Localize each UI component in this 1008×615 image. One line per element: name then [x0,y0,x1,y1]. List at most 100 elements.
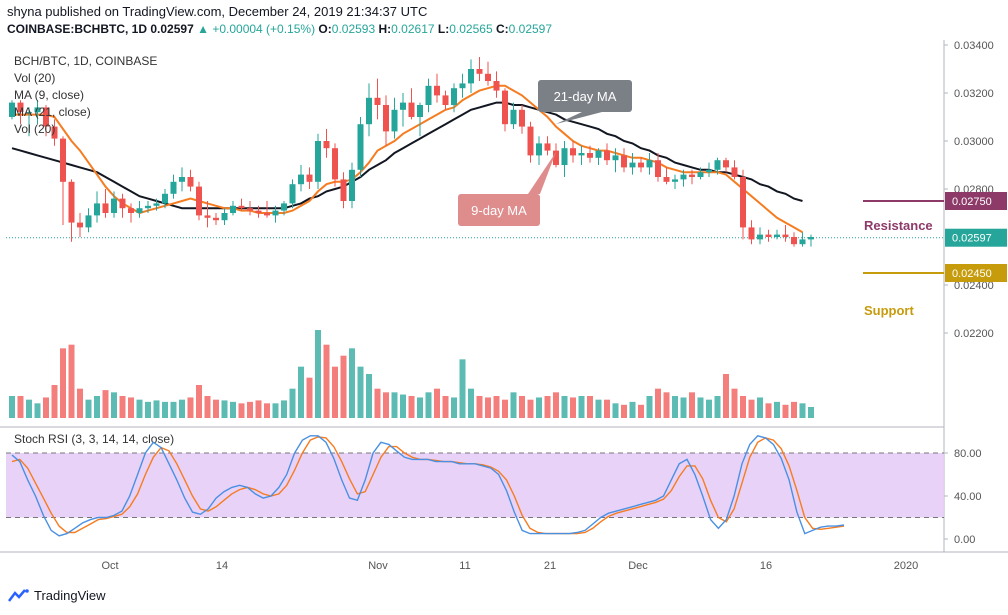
candle-body [170,181,177,194]
volume-bar [672,396,678,418]
candle-body [425,85,432,105]
volume-bar [663,392,670,418]
candle-body [765,234,772,237]
candle-body [400,102,406,110]
candle-body [476,69,483,74]
candle-body [204,215,211,218]
candle-body [255,210,262,213]
volume-bar [680,397,687,418]
candle-body [553,150,559,165]
candle-body [587,153,593,158]
volume-bar [578,396,585,418]
candle-body [119,198,126,209]
volume-bar [272,403,279,418]
ma9-callout-box [458,194,540,226]
candle-body [77,222,83,228]
support-price-tag [945,264,1007,282]
volume-bar [502,399,508,418]
candle-body [289,184,296,204]
time-tick-label: 21 [544,560,556,572]
close-value: 0.02597 [508,22,553,36]
last-price-tag-label: 0.02597 [952,233,992,245]
candle-body [383,105,389,132]
candle-body [536,143,542,156]
volume-bar [247,401,253,418]
volume-bar [485,397,491,418]
candle-body [434,85,440,96]
candle-body [43,107,49,127]
candle-body [621,155,627,168]
candle-body [196,186,202,216]
candle-body [740,177,746,228]
candle-body [697,172,704,177]
support-label: Support [864,303,914,318]
candle-body [306,174,313,182]
volume-bar [332,366,338,418]
volume-bar [604,399,610,418]
volume-bar [315,330,321,418]
volume-bar [536,397,542,418]
volume-bar [595,399,602,418]
candle-body [672,179,678,182]
volume-bar [587,396,593,418]
volume-bar [731,388,738,418]
volume-bar [706,399,712,418]
candle-body [51,126,58,139]
volume-bar [366,374,372,418]
volume-bar [434,388,440,418]
candle-body [34,107,41,113]
candle-body [213,217,219,221]
resistance-price-tag-label: 0.02750 [952,196,992,208]
volume-bar [179,399,185,418]
candle-body [94,203,100,216]
volume-bar [51,385,58,418]
ma21-line [11,101,803,210]
legend-line: Vol (20) [14,122,56,136]
candle-body [451,88,457,105]
footer-brand[interactable]: TradingView [8,588,106,603]
volume-bar [289,388,296,418]
candle-body [502,90,508,125]
volume-bar [468,388,474,418]
candle-body [442,95,449,105]
volume-bar [655,388,661,418]
candle-body [808,237,814,240]
candle-body [323,141,330,149]
candle-body [782,234,789,237]
candle-body [68,181,75,223]
support-price-tag-label: 0.02450 [952,268,992,280]
volume-bar [255,400,262,418]
rsi-tick-label: 40.00 [954,491,982,503]
volume-bar [383,392,389,418]
volume-bar [162,401,168,418]
legend-line: MA (9, close) [14,88,85,102]
volume-bar [349,348,355,418]
volume-bar [765,403,772,418]
candle-body [17,102,24,113]
candle-body [374,97,381,105]
candle-body [638,162,644,168]
candle-body [459,83,466,89]
volume-bar [26,399,32,418]
candle-body [187,177,194,187]
candle-body [714,160,721,170]
price-tick-label: 0.02400 [954,280,994,292]
volume-bar [697,397,704,418]
candle-body [281,203,287,211]
time-tick-label: 2020 [894,560,918,572]
candle-body [366,97,372,125]
open-label: O: [318,22,332,36]
candle-body [570,148,576,156]
volume-bar [417,397,423,418]
candle-body [748,227,755,240]
volume-bar [170,401,177,418]
high-label: H: [378,22,392,36]
candle-body [230,205,236,213]
candle-body [349,169,355,201]
tradingview-logo-icon [8,588,29,602]
volume-bar [323,344,330,418]
volume-bar [646,396,653,418]
volume-bar [638,404,644,418]
time-tick-label: Dec [628,560,648,572]
